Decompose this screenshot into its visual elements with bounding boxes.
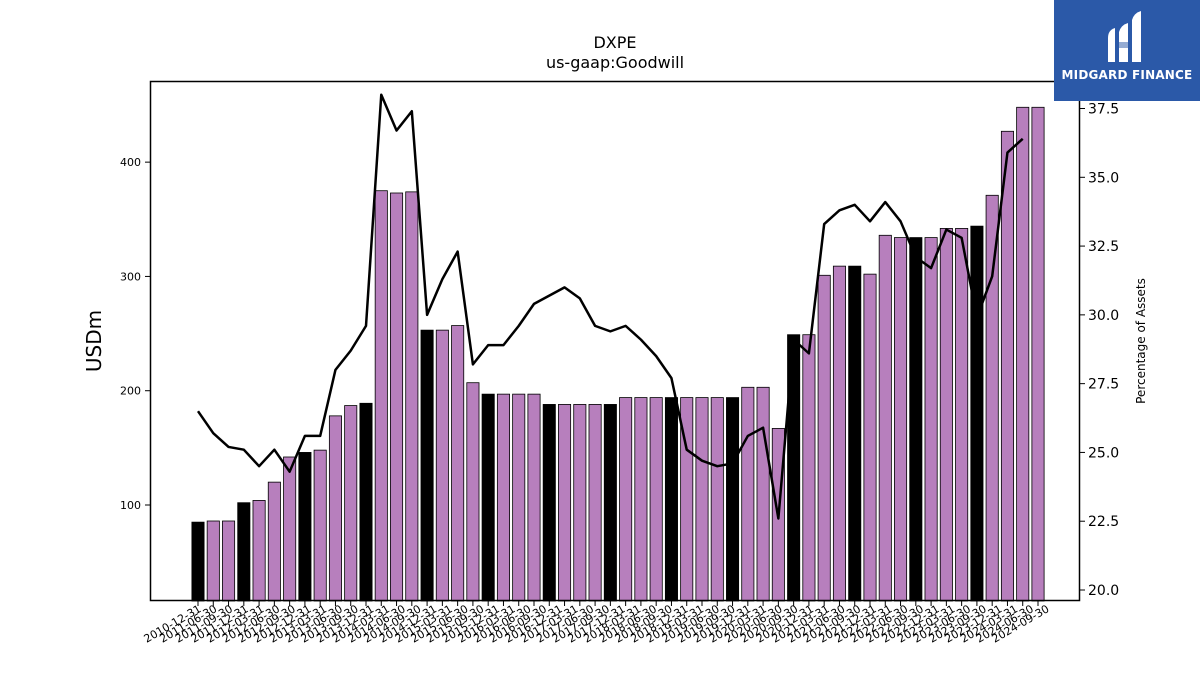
bar-2014-09-30 [420, 329, 434, 602]
bar-2019-12-31 [741, 386, 755, 602]
bar-2023-06-30 [955, 228, 969, 602]
bar-2015-09-30 [481, 393, 495, 602]
bar-2022-09-30 [909, 237, 923, 602]
bar-2010-12-31 [191, 521, 205, 602]
ytick-label-right-25: 25.0 [1088, 445, 1119, 461]
ytick-label-left-100: 100 [120, 499, 141, 512]
bar-2016-03-31 [512, 393, 526, 602]
bar-2021-03-31 [817, 274, 831, 602]
bar-2016-09-30 [542, 404, 556, 602]
bar-2021-09-30 [848, 265, 862, 602]
ytick-label-left-200: 200 [120, 385, 141, 398]
bar-2019-03-31 [695, 397, 709, 602]
bar-2017-12-31 [619, 397, 633, 602]
bar-2022-12-31 [924, 237, 938, 602]
bar-2019-09-30 [726, 397, 740, 602]
bar-series [191, 106, 1045, 602]
bar-2017-06-30 [588, 404, 602, 602]
bar-2011-03-31 [206, 520, 220, 602]
left-y-axis: 100 200 300 400 [120, 156, 150, 512]
bar-2011-06-30 [222, 520, 236, 602]
ytick-label-right-20: 20.0 [1088, 583, 1119, 599]
y-axis-label-left: USDm [82, 310, 106, 372]
ytick-label-left-300: 300 [120, 270, 141, 283]
chart-title: DXPE [593, 33, 636, 52]
bar-2012-09-30 [298, 452, 312, 602]
ytick-label-right-30: 30.0 [1088, 308, 1119, 324]
plot-frame [149, 80, 1081, 602]
bar-2014-06-30 [405, 191, 419, 602]
bar-2012-06-30 [283, 456, 297, 602]
brand-logo: MIDGARD FINANCE [1054, 0, 1200, 101]
right-y-axis: 20.0 22.5 25.0 27.5 30.0 32.5 35.0 37.5 [1080, 102, 1119, 599]
bar-2015-03-31 [451, 325, 465, 602]
bar-2024-09-30 [1031, 106, 1045, 602]
bar-2018-06-30 [649, 397, 663, 602]
bar-2012-03-31 [267, 481, 281, 602]
bar-2023-12-31 [985, 194, 999, 602]
ytick-label-right-37.5: 37.5 [1088, 102, 1119, 118]
ytick-label-left-400: 400 [120, 156, 141, 169]
bar-2021-06-30 [832, 265, 846, 602]
bar-2022-03-31 [878, 234, 892, 602]
bar-2024-06-30 [1016, 106, 1030, 602]
y-axis-label-right: Percentage of Assets [1134, 278, 1148, 404]
bar-2013-09-30 [359, 402, 373, 602]
bar-2020-09-30 [787, 334, 801, 602]
bar-2014-03-31 [390, 192, 404, 602]
ytick-label-right-32.5: 32.5 [1088, 239, 1119, 255]
bar-2018-03-31 [634, 397, 648, 602]
ytick-label-right-22.5: 22.5 [1088, 514, 1119, 530]
bar-2018-09-30 [664, 397, 678, 602]
percentage-line-series [196, 93, 1024, 520]
bar-2014-12-31 [435, 329, 449, 602]
bar-2023-09-30 [970, 225, 984, 602]
bar-2020-12-31 [802, 334, 816, 602]
ytick-label-right-35: 35.0 [1088, 170, 1119, 186]
bar-2022-06-30 [894, 237, 908, 602]
bar-2013-06-30 [344, 405, 358, 602]
ytick-label-right-27.5: 27.5 [1088, 377, 1119, 393]
midgard-logo-icon [1108, 11, 1141, 62]
bar-2013-12-31 [374, 190, 388, 602]
bar-2015-12-31 [496, 393, 510, 602]
chart-subtitle: us-gaap:Goodwill [546, 53, 684, 72]
percentage-of-assets-line [196, 93, 1024, 520]
bar-2016-12-31 [558, 404, 572, 602]
bar-2017-09-30 [603, 404, 617, 602]
bar-2021-12-31 [863, 273, 877, 602]
bar-2017-03-31 [573, 404, 587, 602]
bar-2011-12-31 [252, 500, 266, 602]
bar-2019-06-30 [710, 397, 724, 602]
bar-2016-06-30 [527, 393, 541, 602]
bar-2015-06-30 [466, 382, 480, 602]
bar-2011-09-30 [237, 502, 251, 602]
bar-2012-12-31 [313, 449, 327, 602]
bar-2024-03-31 [1000, 130, 1014, 602]
brand-logo-text: MIDGARD FINANCE [1061, 68, 1193, 82]
x-axis: 2010-12-312011-06-302011-09-302011-12-31… [142, 601, 1052, 646]
bar-2020-03-31 [756, 386, 770, 602]
bar-2023-03-31 [939, 228, 953, 602]
bar-2013-03-31 [328, 415, 342, 602]
